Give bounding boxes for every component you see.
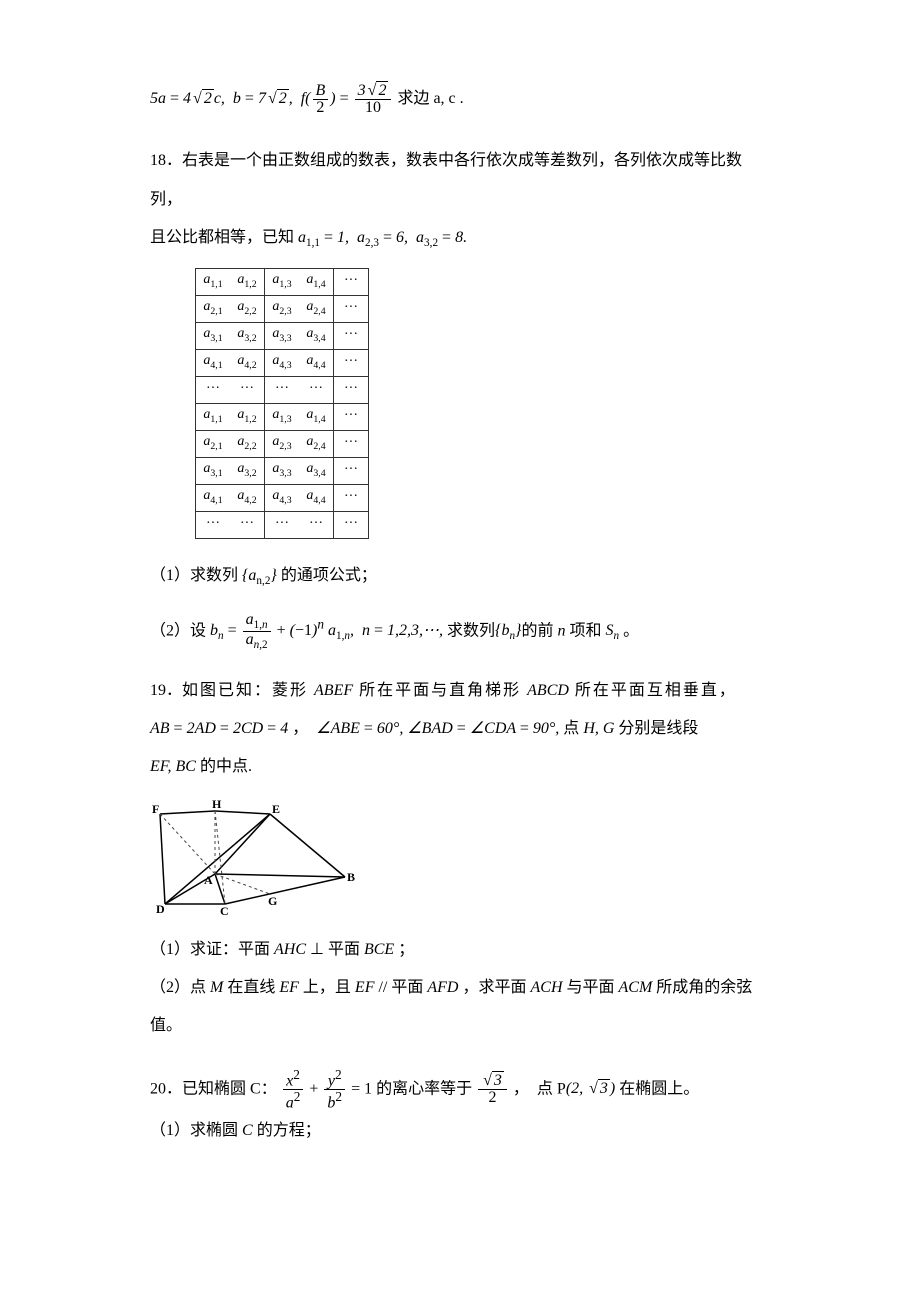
table-cell: a2,4 xyxy=(299,430,334,457)
svg-text:H: H xyxy=(212,799,222,811)
q18-part2: （2）设 bn = a1,nan,2 + (−1)n a1,n, n = 1,2… xyxy=(150,609,770,652)
q20-line: 20．已知椭圆 C： x2a2 + y2b2 = 1 的离心率等于 32 ， 点… xyxy=(150,1068,770,1112)
q19-figure: F H E A B D C G xyxy=(150,799,770,919)
q17-tail-line: 5a = 42c, b = 72, f(B2) = 3210 求边 a, c . xyxy=(150,80,770,118)
table-cell: a1,4 xyxy=(299,403,334,430)
table-cell: a1,2 xyxy=(230,403,265,430)
svg-text:C: C xyxy=(220,904,229,918)
table-cell: a3,2 xyxy=(230,457,265,484)
table-cell: a3,4 xyxy=(299,457,334,484)
table-cell: ··· xyxy=(334,484,369,511)
svg-text:B: B xyxy=(347,870,355,884)
table-cell: ··· xyxy=(334,511,369,538)
q18-intro2-prefix: 且公比都相等，已知 xyxy=(150,229,294,246)
table-cell: ··· xyxy=(196,376,231,403)
table-cell: ··· xyxy=(265,511,300,538)
svg-text:E: E xyxy=(272,802,280,816)
table-cell: a1,1 xyxy=(196,403,231,430)
table-cell: ··· xyxy=(334,322,369,349)
table-cell: a4,1 xyxy=(196,349,231,376)
table-cell: ··· xyxy=(265,376,300,403)
table-cell: a4,3 xyxy=(265,484,300,511)
q18-table: a1,1a1,2a1,3a1,4···a2,1a2,2a2,3a2,4···a3… xyxy=(195,268,369,539)
svg-text:F: F xyxy=(152,802,159,816)
q18-intro: 18．右表是一个由正数组成的数表，数表中各行依次成等差数列，各列依次成等比数列， xyxy=(150,142,770,219)
table-cell: a4,1 xyxy=(196,484,231,511)
table-cell: a1,1 xyxy=(196,268,231,295)
table-cell: ··· xyxy=(299,511,334,538)
q20-number: 20． xyxy=(150,1080,182,1097)
table-cell: a2,3 xyxy=(265,430,300,457)
table-cell: a4,2 xyxy=(230,484,265,511)
table-cell: ··· xyxy=(334,457,369,484)
q19-part2: （2）点 M 在直线 EF 上，且 EF // 平面 AFD ，求平面 ACH … xyxy=(150,969,770,1046)
table-cell: ··· xyxy=(230,511,265,538)
table-cell: a4,4 xyxy=(299,349,334,376)
table-cell: ··· xyxy=(299,376,334,403)
svg-text:G: G xyxy=(268,894,277,908)
table-cell: a3,2 xyxy=(230,322,265,349)
q19-part1: （1）求证：平面 AHC ⊥ 平面 BCE ； xyxy=(150,931,770,969)
table-cell: ··· xyxy=(334,403,369,430)
table-cell: a3,1 xyxy=(196,457,231,484)
q19-number: 19． xyxy=(150,682,182,699)
q18-part1: （1）求数列 {an,2} 的通项公式； xyxy=(150,557,770,595)
table-cell: a2,2 xyxy=(230,430,265,457)
table-cell: a4,3 xyxy=(265,349,300,376)
table-cell: a3,1 xyxy=(196,322,231,349)
table-cell: a1,3 xyxy=(265,268,300,295)
table-cell: a2,1 xyxy=(196,295,231,322)
table-cell: ··· xyxy=(334,349,369,376)
q18-intro-text: 右表是一个由正数组成的数表，数表中各行依次成等差数列，各列依次成等比数列， xyxy=(150,152,742,207)
page-root: 5a = 42c, b = 72, f(B2) = 3210 求边 a, c .… xyxy=(0,0,920,1302)
q19-line1: 19．如图已知：菱形 ABEF 所在平面与直角梯形 ABCD 所在平面互相垂直， xyxy=(150,672,770,710)
q19-line2: AB = 2AD = 2CD = 4 ， ∠ABE = 60°, ∠BAD = … xyxy=(150,710,770,748)
q17-tail-text: 求边 a, c . xyxy=(397,90,463,107)
table-cell: ··· xyxy=(334,295,369,322)
table-cell: a2,2 xyxy=(230,295,265,322)
table-cell: ··· xyxy=(196,511,231,538)
table-cell: a3,3 xyxy=(265,322,300,349)
table-cell: a2,3 xyxy=(265,295,300,322)
table-cell: a4,2 xyxy=(230,349,265,376)
table-cell: ··· xyxy=(334,268,369,295)
table-cell: ··· xyxy=(230,376,265,403)
q18-number: 18． xyxy=(150,152,182,169)
svg-text:A: A xyxy=(204,873,213,887)
q20-part1: （1）求椭圆 C 的方程； xyxy=(150,1112,770,1150)
q19-line3: EF, BC 的中点. xyxy=(150,748,770,786)
table-cell: a3,4 xyxy=(299,322,334,349)
table-cell: a3,3 xyxy=(265,457,300,484)
table-cell: ··· xyxy=(334,430,369,457)
svg-text:D: D xyxy=(156,902,165,916)
table-cell: a4,4 xyxy=(299,484,334,511)
table-cell: ··· xyxy=(334,376,369,403)
table-cell: a2,4 xyxy=(299,295,334,322)
table-cell: a1,4 xyxy=(299,268,334,295)
table-cell: a2,1 xyxy=(196,430,231,457)
q18-intro2: 且公比都相等，已知 a1,1 = 1, a2,3 = 6, a3,2 = 8. xyxy=(150,219,770,257)
table-cell: a1,2 xyxy=(230,268,265,295)
table-cell: a1,3 xyxy=(265,403,300,430)
